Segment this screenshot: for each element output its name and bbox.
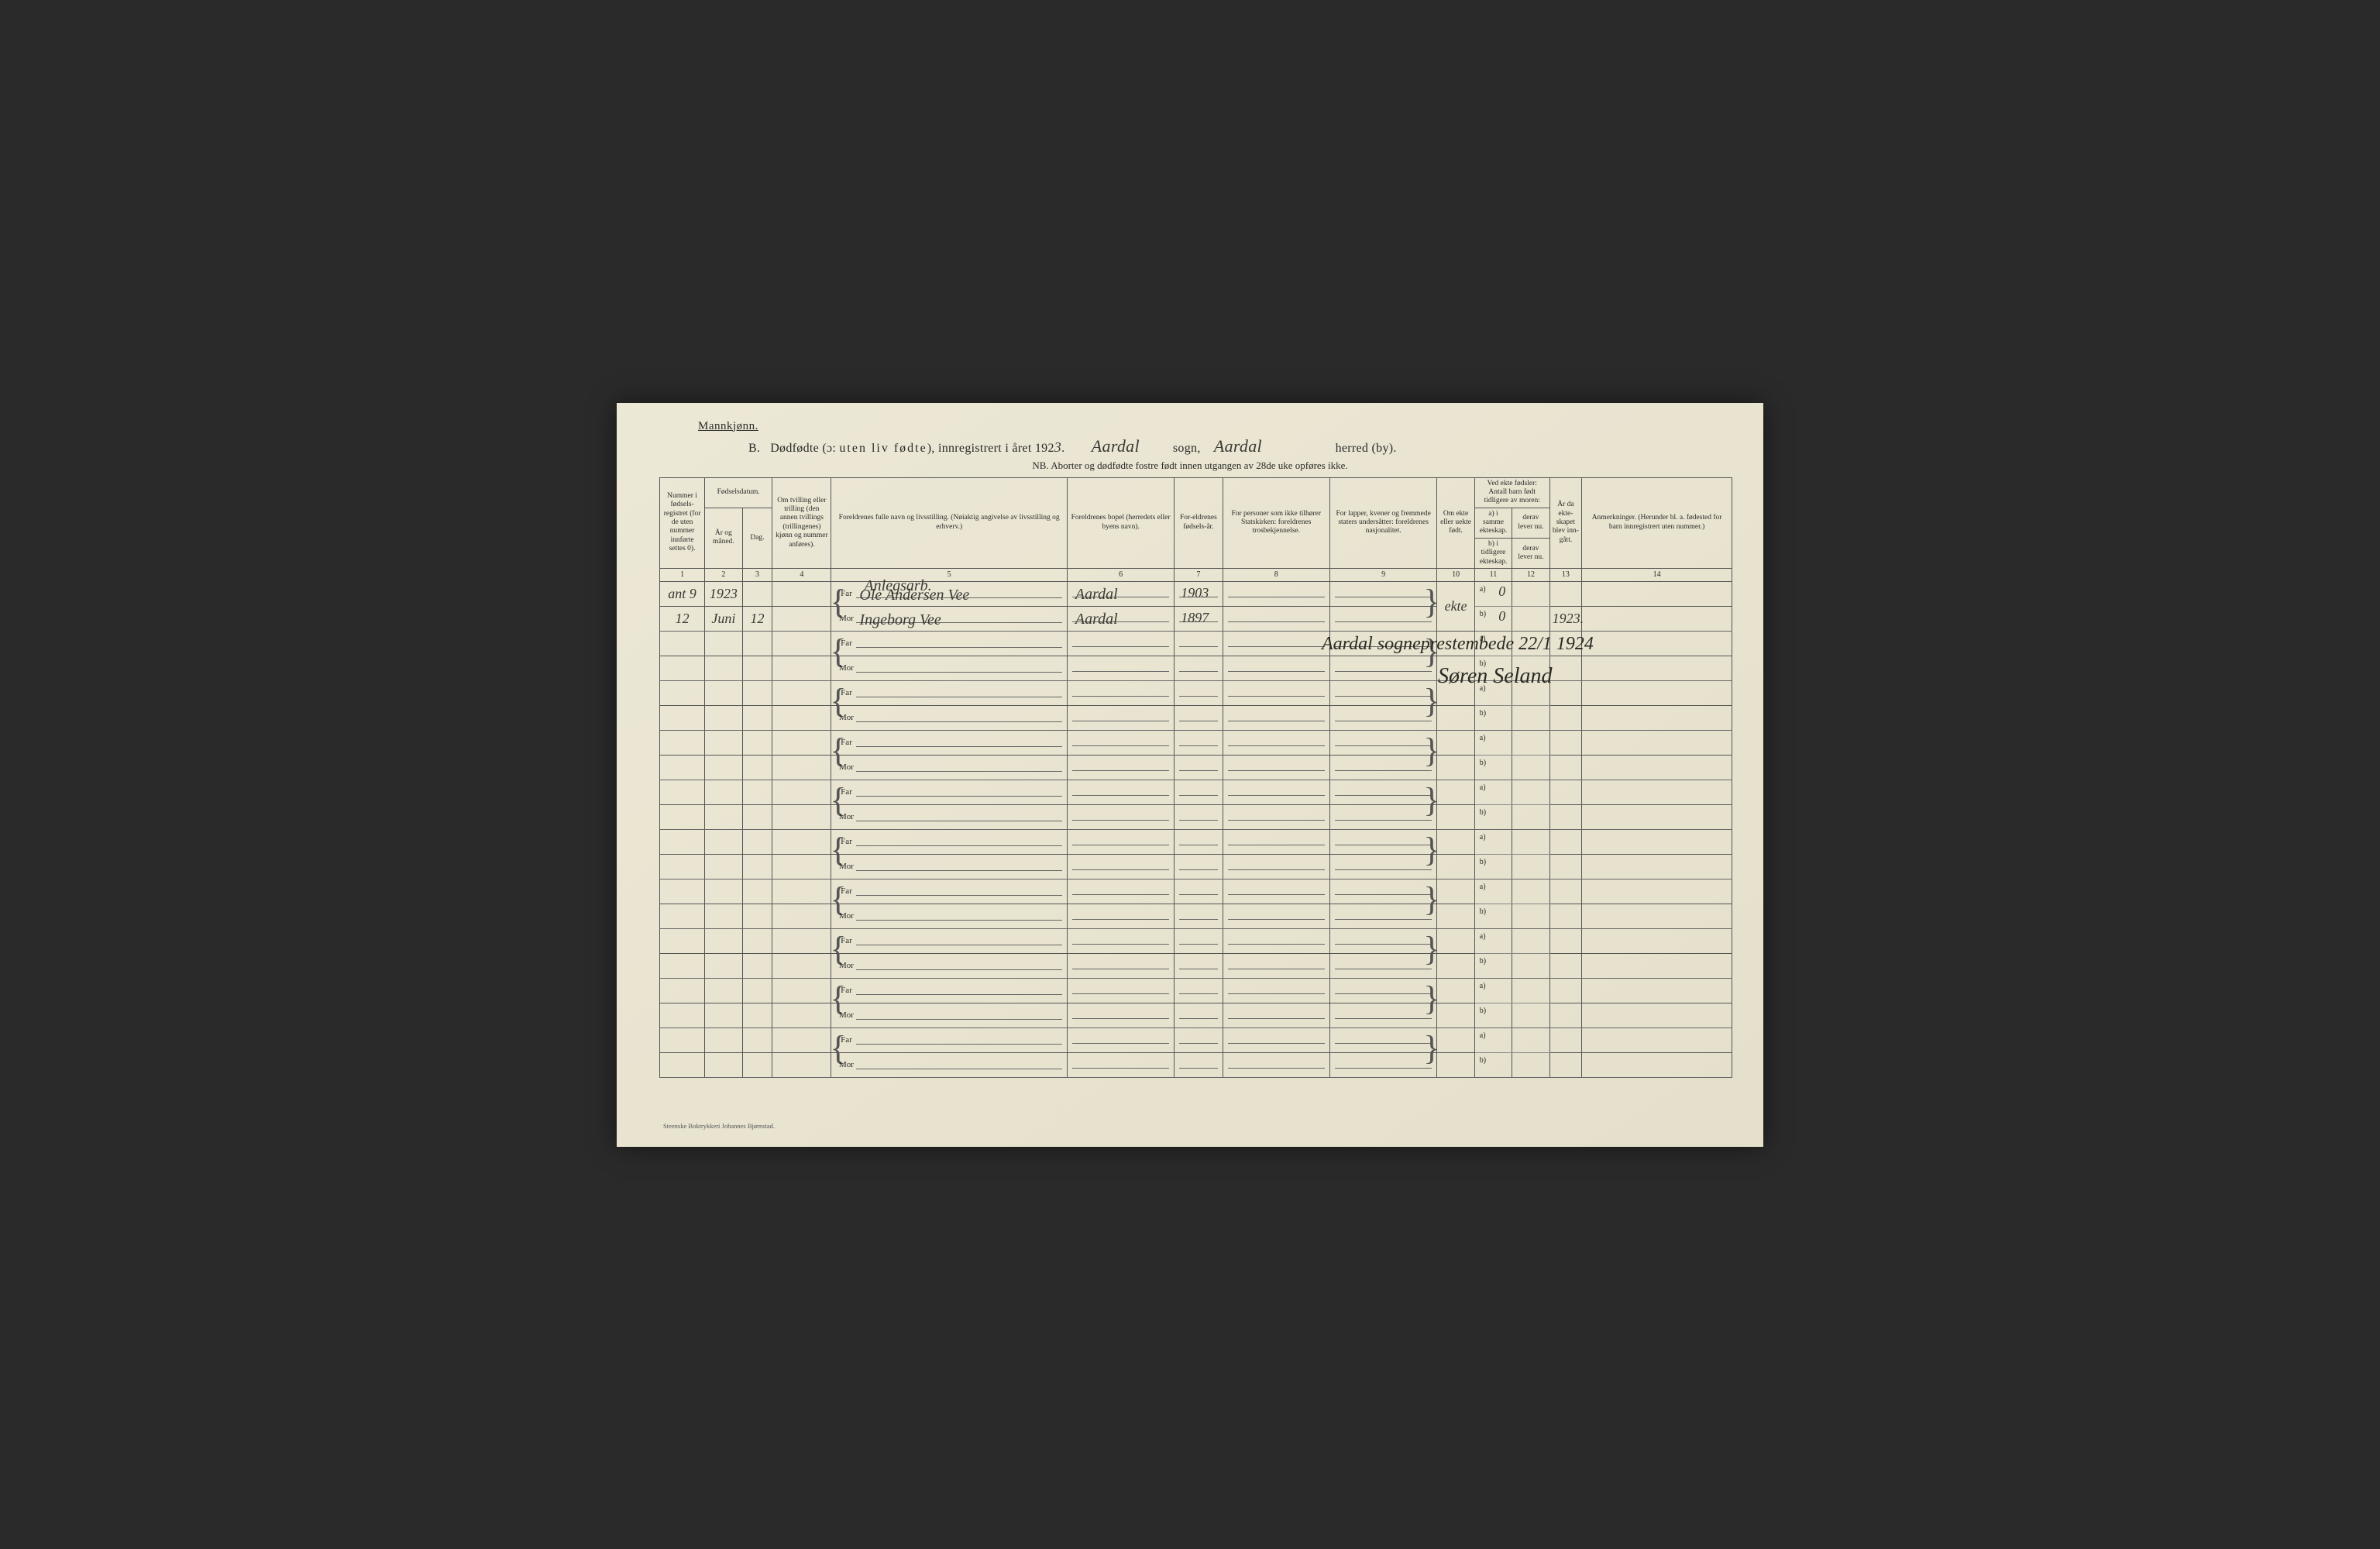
sogn-label: sogn,: [1173, 442, 1201, 455]
table-row: Morb): [660, 706, 1732, 731]
table-row: {Far}a): [660, 731, 1732, 756]
col-3-header: Dag.: [742, 508, 772, 568]
col-12a-header: derav lever nu.: [1512, 508, 1549, 538]
year-suffix: 3: [1054, 439, 1061, 455]
col-11a-header: a) i samme ekteskap.: [1474, 508, 1512, 538]
gender-label: Mannkjønn.: [698, 420, 758, 433]
col-2a-header: År og måned.: [705, 508, 742, 568]
col-8-header: For personer som ikke tilhører Statskirk…: [1223, 477, 1329, 569]
table-header: Nummer i fødsels-registret (for de uten …: [660, 477, 1732, 582]
table-row: {Far}a): [660, 780, 1732, 805]
col-14-header: Anmerkninger. (Herunder bl. a. fødested …: [1582, 477, 1732, 569]
table-row: Morb): [660, 805, 1732, 830]
register-page: Mannkjønn. B. Dødfødte (ɔ: uten liv født…: [617, 403, 1763, 1147]
table-row: {Far}a): [660, 681, 1732, 706]
footer-printer: Steenske Boktrykkeri Johannes Bjørnstad.: [663, 1122, 775, 1130]
table-row: 12Juni12MorIngeborg VeeAardal1897b)01923…: [660, 607, 1732, 632]
table-row: Morb): [660, 756, 1732, 780]
col-9-header: For lapper, kvener og fremmede staters u…: [1329, 477, 1436, 569]
title-main: Dødfødte (ɔ: uten liv fødte), innregistr…: [770, 442, 1054, 455]
table-row: Morb): [660, 855, 1732, 879]
herred-label: herred (by).: [1336, 442, 1397, 455]
col-13-header: År da ekte-skapet blev inn-gått.: [1549, 477, 1582, 569]
sogn-value: Aardal: [1092, 436, 1140, 456]
table-row: Morb): [660, 954, 1732, 979]
col-1-header: Nummer i fødsels-registret (for de uten …: [660, 477, 705, 569]
col-5-header: Foreldrenes fulle navn og livsstilling. …: [831, 477, 1067, 569]
table-row: {Far}a): [660, 979, 1732, 1003]
table-row: {Far}a): [660, 830, 1732, 855]
col-4-header: Om tvilling eller trilling (den annen tv…: [772, 477, 831, 569]
col-7-header: For-eldrenes fødsels-år.: [1175, 477, 1223, 569]
table-row: Morb): [660, 1053, 1732, 1078]
header-note: NB. Aborter og dødfødte fostre født inne…: [617, 460, 1763, 472]
registry-table: Nummer i fødsels-registret (for de uten …: [659, 477, 1732, 1079]
table-row: {Far}a): [660, 929, 1732, 954]
col-6-header: Foreldrenes bopel (herredets eller byens…: [1067, 477, 1174, 569]
table-body: ant 91923{FarAnlegsarb.Ole Andersen VeeA…: [660, 582, 1732, 1078]
column-number-row: 1 2 3 4 5 6 7 8 9 10 11 12 13 14: [660, 569, 1732, 582]
table-row: Morb): [660, 656, 1732, 681]
header-title-line: B. Dødfødte (ɔ: uten liv fødte), innregi…: [748, 436, 1732, 456]
table-row: Morb): [660, 1003, 1732, 1028]
section-letter: B.: [748, 442, 760, 455]
table-row: ant 91923{FarAnlegsarb.Ole Andersen VeeA…: [660, 582, 1732, 607]
col-11-top-header: Ved ekte fødsler: Antall barn født tidli…: [1474, 477, 1549, 508]
col-12b-header: derav lever nu.: [1512, 538, 1549, 568]
col-11b-header: b) i tidligere ekteskap.: [1474, 538, 1512, 568]
col-2-top-header: Fødselsdatum.: [705, 477, 772, 508]
col-10-header: Om ekte eller uekte født.: [1437, 477, 1474, 569]
table-row: {Far}a): [660, 632, 1732, 656]
table-row: {Far}a): [660, 1028, 1732, 1053]
herred-value: Aardal: [1214, 436, 1262, 456]
table-row: Morb): [660, 904, 1732, 929]
table-row: {Far}a): [660, 879, 1732, 904]
